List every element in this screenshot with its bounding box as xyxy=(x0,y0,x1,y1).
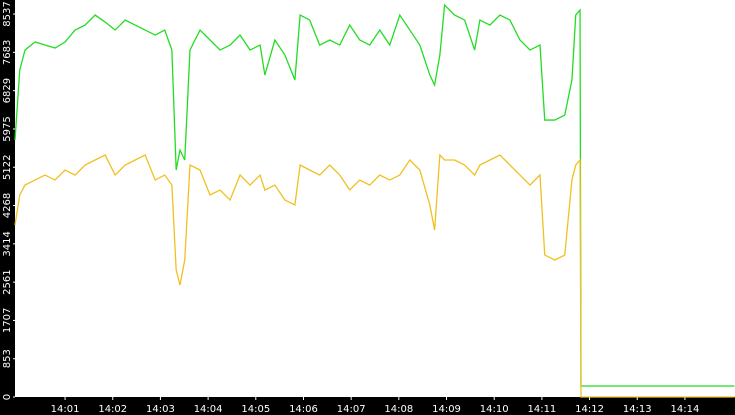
x-tick-label: 14:10 xyxy=(480,404,509,415)
y-tick-label: 0 xyxy=(2,394,13,400)
x-tick-label: 14:04 xyxy=(194,404,223,415)
x-tick-label: 14:09 xyxy=(432,404,461,415)
y-tick-label: 7683 xyxy=(2,40,13,65)
x-tick-label: 14:02 xyxy=(98,404,127,415)
x-tick-label: 14:13 xyxy=(623,404,652,415)
y-tick-label: 3414 xyxy=(2,231,13,256)
series-line xyxy=(14,153,735,398)
x-tick-label: 14:12 xyxy=(575,404,604,415)
x-tick-label: 14:14 xyxy=(671,404,700,415)
y-tick-label: 1707 xyxy=(2,308,13,333)
x-tick-label: 14:01 xyxy=(51,404,80,415)
y-tick-label: 4268 xyxy=(2,193,13,218)
x-tick-label: 14:07 xyxy=(337,404,366,415)
y-tick-label: 5975 xyxy=(2,116,13,141)
plot-area xyxy=(15,0,735,397)
y-tick-label: 853 xyxy=(2,349,13,368)
y-tick-label: 6829 xyxy=(2,78,13,103)
x-tick-label: 14:05 xyxy=(241,404,270,415)
x-tick-label: 14:08 xyxy=(384,404,413,415)
x-tick-label: 14:11 xyxy=(527,404,556,415)
y-tick-label: 8537 xyxy=(2,1,13,26)
x-tick-label: 14:03 xyxy=(146,404,175,415)
x-tick-label: 14:06 xyxy=(289,404,318,415)
y-tick-label: 5122 xyxy=(2,155,13,180)
y-tick-label: 2561 xyxy=(2,269,13,294)
series-line xyxy=(14,3,735,387)
